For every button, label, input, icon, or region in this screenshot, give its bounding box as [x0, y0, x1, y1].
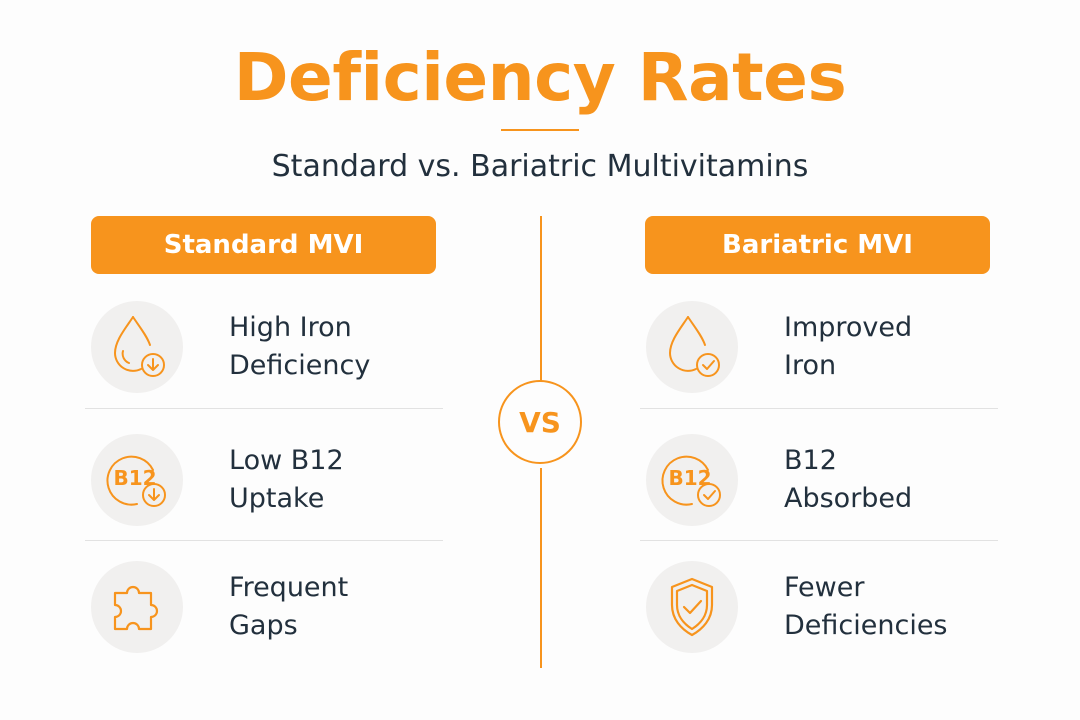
- center-divider-top: [540, 216, 542, 386]
- row-divider: [640, 540, 998, 541]
- puzzle-icon: [91, 561, 183, 653]
- drop-check-icon: [646, 301, 738, 393]
- shield-check-icon: [646, 561, 738, 653]
- bariatric-item-label: B12 Absorbed: [784, 445, 913, 514]
- row-divider: [640, 408, 998, 409]
- bariatric-item-label: Fewer Deficiencies: [784, 572, 948, 641]
- b12-down-arrow-icon: B12: [91, 434, 183, 526]
- standard-item-label: High Iron Deficiency: [229, 312, 371, 381]
- bariatric-item-iron: Improved Iron: [640, 287, 998, 407]
- standard-item-b12: B12 Low B12 Uptake: [85, 420, 443, 540]
- standard-item-label: Frequent Gaps: [229, 572, 349, 641]
- title-underline: [501, 129, 579, 131]
- standard-item-iron: High Iron Deficiency: [85, 287, 443, 407]
- bariatric-item-deficiencies: Fewer Deficiencies: [640, 547, 998, 667]
- center-divider-bottom: [540, 468, 542, 668]
- standard-item-label: Low B12 Uptake: [229, 445, 344, 514]
- bariatric-item-label: Improved Iron: [784, 312, 913, 381]
- standard-mvi-header: Standard MVI: [91, 216, 436, 274]
- drop-down-arrow-icon: [91, 301, 183, 393]
- bariatric-mvi-header: Bariatric MVI: [645, 216, 990, 274]
- page-subtitle: Standard vs. Bariatric Multivitamins: [271, 149, 809, 184]
- vs-badge: VS: [498, 380, 582, 464]
- standard-item-gaps: Frequent Gaps: [85, 547, 443, 667]
- bariatric-item-b12: B12 B12 Absorbed: [640, 420, 998, 540]
- b12-check-icon: B12: [646, 434, 738, 526]
- page-title: Deficiency Rates: [233, 39, 847, 116]
- row-divider: [85, 540, 443, 541]
- row-divider: [85, 408, 443, 409]
